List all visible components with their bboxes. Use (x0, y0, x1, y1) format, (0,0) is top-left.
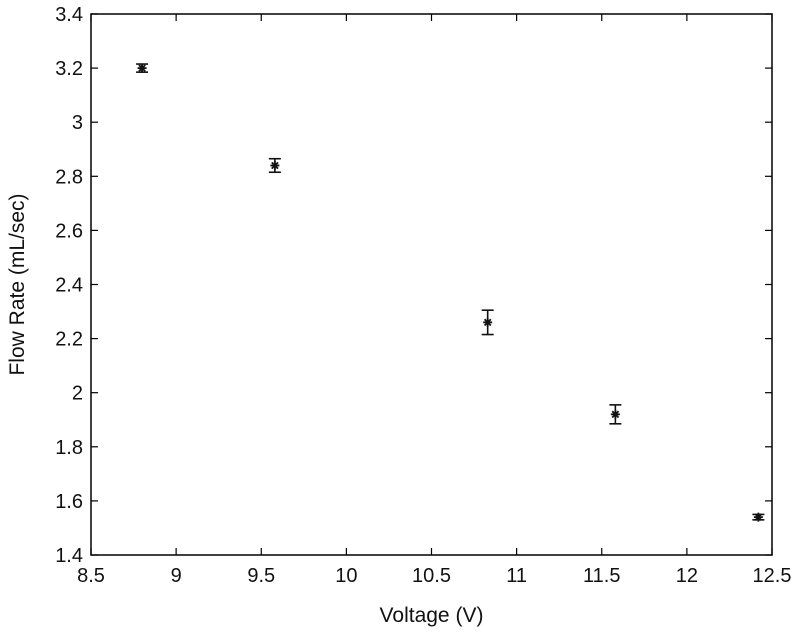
star-marker (270, 160, 280, 170)
x-tick-label: 12 (676, 565, 698, 587)
star-marker (483, 317, 493, 327)
x-tick-label: 11.5 (583, 565, 620, 587)
star-marker (137, 63, 147, 73)
x-tick-label: 8.5 (77, 565, 105, 587)
plot-area (90, 13, 773, 556)
data-point (609, 404, 622, 425)
y-tick-label: 2 (72, 383, 83, 405)
y-tick-label: 1.8 (55, 437, 83, 459)
star-marker (610, 409, 620, 419)
x-tick-label: 10.5 (412, 565, 451, 587)
y-tick-label: 2.8 (55, 166, 83, 188)
x-tick-label: 9.5 (247, 565, 275, 587)
x-tick-label: 10 (335, 565, 357, 587)
y-tick-label: 3.4 (55, 4, 83, 26)
y-tick-label: 3.2 (55, 58, 83, 80)
y-tick-label: 2.2 (55, 329, 83, 351)
y-tick-label: 1.4 (55, 545, 83, 567)
data-point (481, 309, 494, 336)
x-tick-label: 11 (506, 565, 527, 587)
x-tick-label: 12.5 (753, 565, 792, 587)
y-tick-label: 2.6 (55, 220, 83, 242)
y-axis-ticks: 1.4 1.6 1.8 2 2.2 2.4 2.6 2.8 3 3.2 3.4 (55, 4, 772, 567)
y-axis-label: Flow Rate (mL/sec) (6, 193, 29, 375)
star-marker (753, 512, 763, 522)
data-points (136, 63, 765, 522)
data-point (136, 63, 149, 73)
x-axis-label: Voltage (V) (380, 604, 484, 627)
data-point (752, 512, 765, 522)
y-tick-label: 1.6 (55, 491, 83, 513)
x-tick-label: 9 (171, 565, 182, 587)
y-tick-label: 2.4 (55, 275, 83, 297)
data-point (268, 157, 281, 174)
y-tick-label: 3 (72, 112, 83, 134)
x-axis-ticks: 8.5 9 9.5 10 10.5 11 11.5 12 12.5 (77, 14, 791, 587)
